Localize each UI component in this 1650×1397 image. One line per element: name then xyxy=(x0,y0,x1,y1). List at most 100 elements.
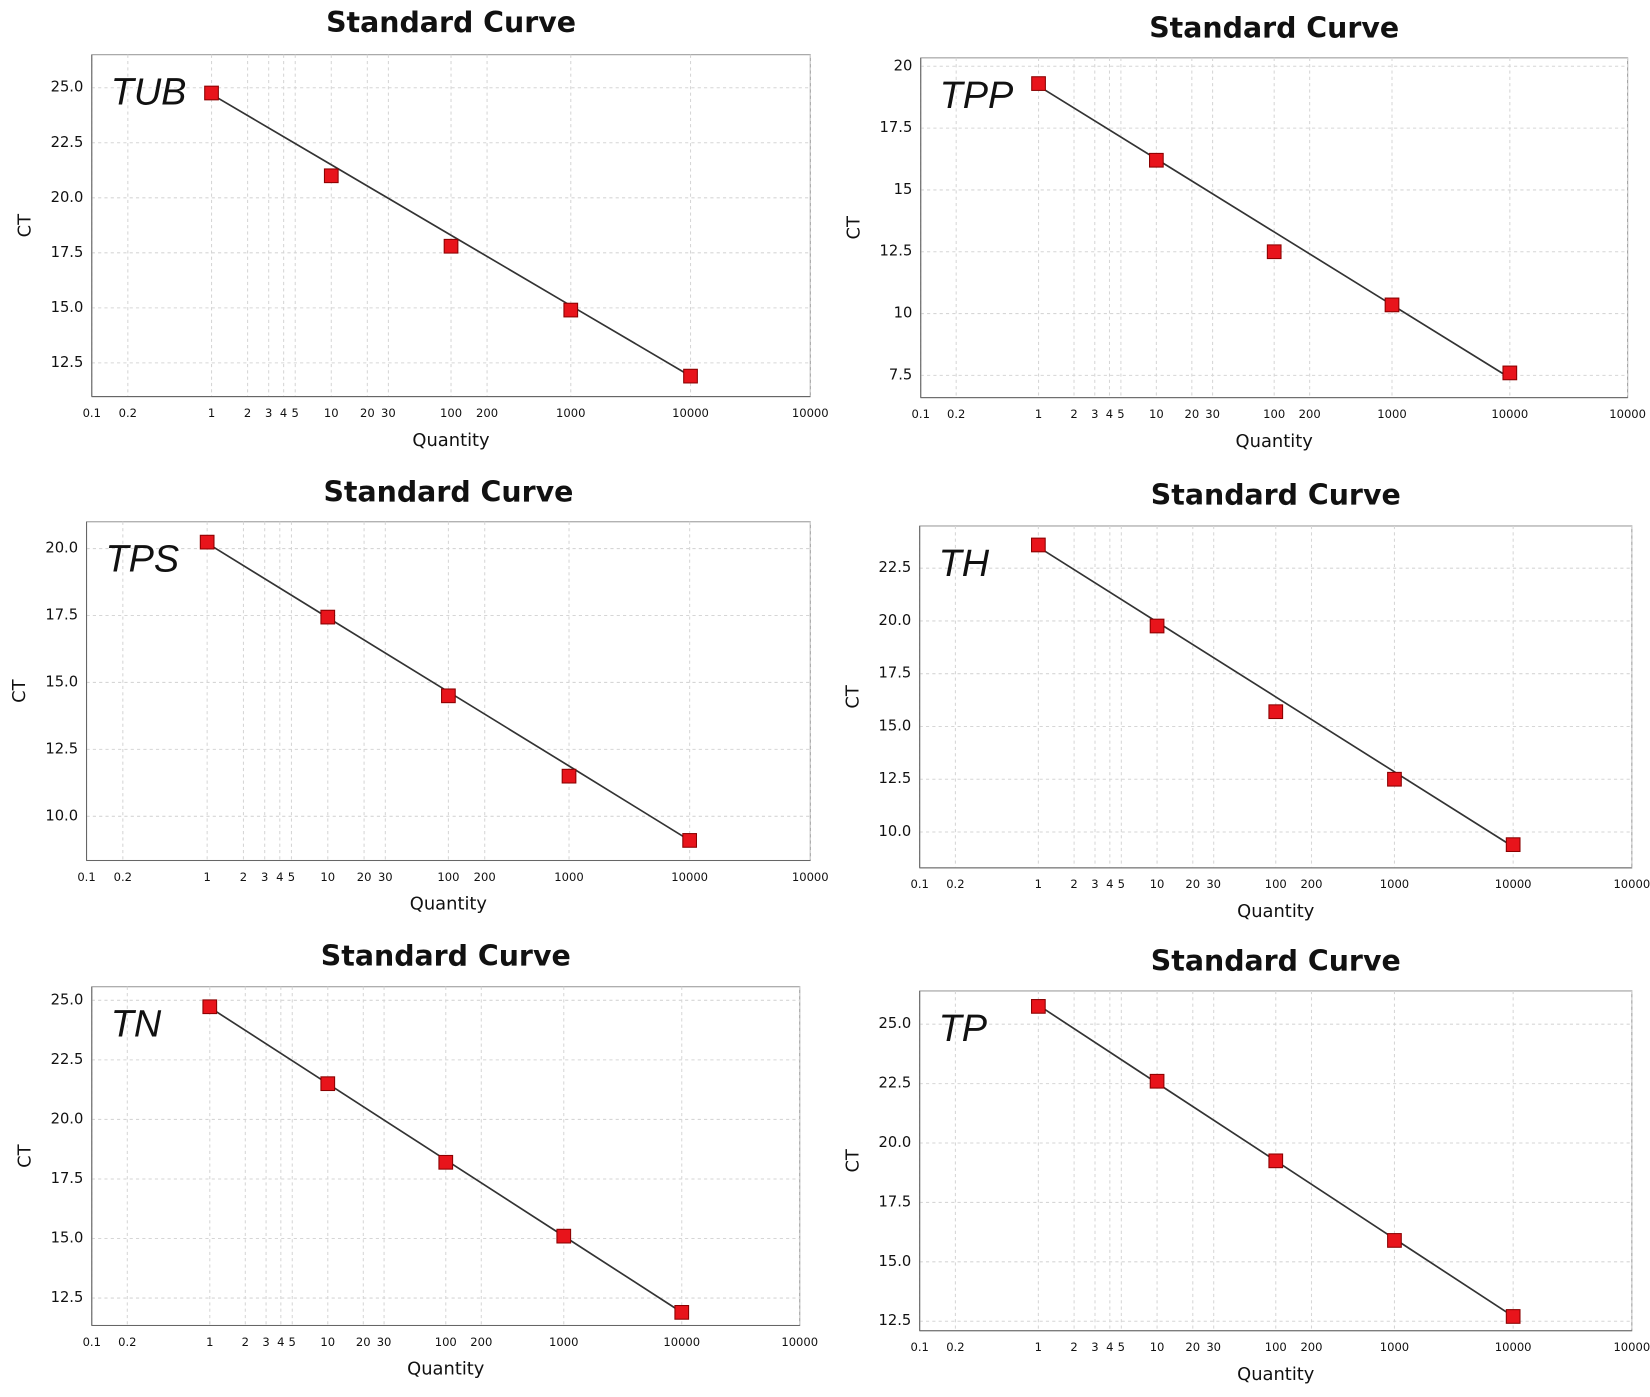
y-tick-label: 20.0 xyxy=(51,1110,84,1127)
y-tick-label: 12.5 xyxy=(880,243,913,260)
x-tick-label: 4 xyxy=(276,870,283,884)
gene-annotation: TPS xyxy=(105,539,179,581)
x-tick-label: 10 xyxy=(1150,1340,1165,1354)
x-tick-label: 4 xyxy=(1106,877,1113,891)
x-tick-label: 2 xyxy=(1070,1340,1077,1354)
gene-annotation: TN xyxy=(111,1004,162,1046)
x-tick-label: 1 xyxy=(1035,877,1042,891)
x-tick-label: 30 xyxy=(377,1335,392,1349)
y-tick-label: 22.5 xyxy=(878,1075,911,1092)
chart-title: Standard Curve xyxy=(323,475,573,508)
data-point xyxy=(1031,537,1046,553)
x-tick-label: 0.1 xyxy=(77,870,95,884)
data-point xyxy=(320,1076,336,1092)
x-tick-label: 10000 xyxy=(781,1335,818,1349)
x-tick-label: 4 xyxy=(280,406,287,420)
y-tick-label: 17.5 xyxy=(880,119,913,136)
data-point xyxy=(674,1305,690,1320)
y-tick-label: 20 xyxy=(894,57,913,74)
data-point xyxy=(682,833,698,848)
y-tick-label: 15 xyxy=(894,181,913,198)
y-tick-label: 12.5 xyxy=(51,1289,84,1306)
chart-panel: 12.5 15.0 17.5 20.0 22.5 25.0 0.1 0.2 1 2 3 4 5 10 20 3… xyxy=(15,939,819,1379)
y-tick-label: 20.0 xyxy=(878,612,911,629)
x-tick-label: 0.2 xyxy=(119,406,137,420)
x-tick-label: 0.1 xyxy=(910,877,928,891)
data-point xyxy=(1505,1309,1521,1324)
x-tick-label: 10000 xyxy=(1495,877,1532,891)
y-tick-label: 20.0 xyxy=(51,189,84,206)
y-tick-label: 25.0 xyxy=(51,991,84,1008)
x-tick-label: 20 xyxy=(1185,877,1200,891)
x-tick-label: 10 xyxy=(1149,407,1164,421)
data-point xyxy=(438,1154,454,1170)
x-axis-label: Quantity xyxy=(410,894,488,915)
x-tick-label: 0.2 xyxy=(947,407,965,421)
x-tick-label: 200 xyxy=(1300,877,1322,891)
gene-annotation: TP xyxy=(939,1008,988,1050)
x-tick-label: 100 xyxy=(437,870,459,884)
x-tick-label: 10000 xyxy=(1613,1340,1650,1354)
y-tick-label: 15.0 xyxy=(45,673,78,690)
x-tick-label: 200 xyxy=(470,1335,492,1349)
data-point xyxy=(1268,1153,1284,1169)
x-tick-label: 200 xyxy=(1300,1340,1322,1354)
data-point xyxy=(563,302,579,318)
x-tick-label: 10000 xyxy=(1613,877,1650,891)
x-tick-label: 4 xyxy=(1106,407,1113,421)
x-tick-label: 3 xyxy=(265,406,272,420)
y-tick-label: 22.5 xyxy=(878,559,911,576)
data-point xyxy=(1031,999,1046,1014)
x-tick-label: 2 xyxy=(240,870,247,884)
data-point xyxy=(1384,297,1400,313)
y-tick-label: 17.5 xyxy=(51,1170,84,1187)
data-point xyxy=(443,238,459,254)
y-axis-label: CT xyxy=(842,685,863,708)
data-point xyxy=(1387,771,1402,787)
x-tick-label: 100 xyxy=(435,1335,457,1349)
x-tick-label: 1 xyxy=(203,870,210,884)
y-tick-label: 12.5 xyxy=(878,770,911,787)
x-tick-label: 10000 xyxy=(792,406,829,420)
x-tick-label: 1000 xyxy=(1377,407,1406,421)
x-tick-label: 0.1 xyxy=(83,1335,101,1349)
x-tick-label: 5 xyxy=(1117,407,1124,421)
y-tick-label: 20.0 xyxy=(45,540,78,557)
x-tick-label: 10000 xyxy=(792,870,829,884)
y-axis-label: CT xyxy=(15,1144,36,1167)
data-point xyxy=(1149,1073,1165,1089)
x-tick-label: 1 xyxy=(1035,407,1042,421)
x-tick-label: 3 xyxy=(1091,1340,1098,1354)
chart-title: Standard Curve xyxy=(326,6,576,39)
x-axis-label: Quantity xyxy=(1237,1364,1315,1385)
x-tick-label: 30 xyxy=(1206,877,1221,891)
data-point xyxy=(199,534,215,550)
fit-line xyxy=(1038,85,1511,379)
chart-title: Standard Curve xyxy=(1151,479,1401,512)
x-tick-label: 1 xyxy=(1035,1340,1042,1354)
x-tick-label: 1 xyxy=(208,406,215,420)
y-tick-label: 17.5 xyxy=(878,665,911,682)
y-tick-label: 10 xyxy=(894,305,913,322)
x-tick-label: 10 xyxy=(1150,877,1165,891)
fit-line xyxy=(1037,546,1514,848)
gene-annotation: TH xyxy=(939,543,990,585)
x-tick-label: 4 xyxy=(277,1335,284,1349)
x-tick-label: 2 xyxy=(244,406,251,420)
x-tick-label: 10000 xyxy=(671,870,708,884)
x-tick-label: 10 xyxy=(320,870,335,884)
chart-panel: 10.0 12.5 15.0 17.5 20.0 22.5 0.1 0.2 1 2 3 4 5 10 20 3… xyxy=(842,479,1650,923)
y-tick-label: 22.5 xyxy=(51,134,84,151)
data-point xyxy=(683,368,698,384)
x-tick-label: 0.2 xyxy=(946,877,964,891)
x-tick-label: 1000 xyxy=(1380,1340,1409,1354)
x-tick-label: 0.2 xyxy=(946,1340,964,1354)
y-tick-label: 15.0 xyxy=(51,299,84,316)
x-tick-label: 1000 xyxy=(549,1335,578,1349)
x-tick-label: 3 xyxy=(1091,877,1098,891)
y-tick-label: 12.5 xyxy=(51,354,84,371)
x-tick-label: 10 xyxy=(324,406,339,420)
y-tick-label: 12.5 xyxy=(45,740,78,757)
y-axis-label: CT xyxy=(842,1149,863,1172)
